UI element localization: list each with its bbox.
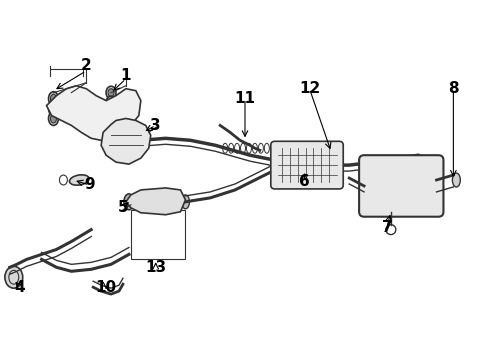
Ellipse shape [363, 167, 371, 205]
Bar [131, 210, 185, 260]
Text: 5: 5 [118, 200, 128, 215]
Ellipse shape [106, 96, 116, 109]
Ellipse shape [166, 197, 171, 207]
Ellipse shape [172, 197, 177, 207]
Polygon shape [126, 188, 185, 215]
Ellipse shape [108, 89, 114, 96]
Ellipse shape [49, 92, 58, 105]
Polygon shape [47, 86, 141, 140]
Ellipse shape [50, 94, 56, 103]
Ellipse shape [49, 112, 58, 125]
Text: 4: 4 [14, 280, 25, 295]
Ellipse shape [108, 99, 114, 107]
Ellipse shape [452, 173, 460, 187]
Ellipse shape [160, 197, 165, 207]
FancyBboxPatch shape [271, 141, 343, 189]
Ellipse shape [181, 195, 190, 209]
Text: 3: 3 [150, 118, 161, 133]
Ellipse shape [50, 114, 56, 123]
Ellipse shape [125, 195, 133, 209]
FancyBboxPatch shape [359, 155, 443, 217]
Ellipse shape [5, 266, 23, 288]
Ellipse shape [136, 197, 141, 207]
Ellipse shape [50, 104, 56, 113]
Text: 8: 8 [448, 81, 459, 96]
Ellipse shape [70, 175, 89, 185]
Text: 11: 11 [235, 91, 255, 106]
Ellipse shape [325, 151, 337, 159]
Text: 6: 6 [299, 175, 310, 189]
Ellipse shape [106, 86, 116, 99]
Ellipse shape [49, 102, 58, 116]
Text: 7: 7 [382, 220, 392, 235]
Ellipse shape [433, 167, 441, 205]
Text: 10: 10 [96, 280, 117, 295]
Ellipse shape [154, 197, 159, 207]
Ellipse shape [148, 197, 153, 207]
Text: 13: 13 [145, 260, 166, 275]
Polygon shape [101, 118, 151, 164]
Text: 2: 2 [81, 58, 92, 73]
Text: 1: 1 [121, 68, 131, 83]
Ellipse shape [124, 194, 134, 210]
Text: 9: 9 [84, 177, 95, 193]
Ellipse shape [142, 197, 147, 207]
Text: 12: 12 [299, 81, 320, 96]
